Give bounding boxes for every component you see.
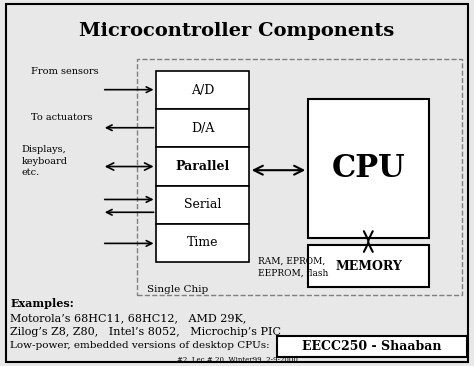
Text: Motorola’s 68HC11, 68HC12,   AMD 29K,: Motorola’s 68HC11, 68HC12, AMD 29K, xyxy=(10,313,247,324)
Bar xyxy=(156,224,249,262)
Bar xyxy=(137,59,462,295)
Text: Parallel: Parallel xyxy=(175,160,230,173)
Text: Time: Time xyxy=(187,236,219,249)
Text: A/D: A/D xyxy=(191,84,214,97)
Bar xyxy=(308,99,429,238)
Text: Displays,
keyboard
etc.: Displays, keyboard etc. xyxy=(21,145,67,178)
Text: Zilog’s Z8, Z80,   Intel’s 8052,   Microchip’s PIC: Zilog’s Z8, Z80, Intel’s 8052, Microchip… xyxy=(10,327,282,337)
Text: To actuators: To actuators xyxy=(31,113,92,122)
Text: EECC250 - Shaaban: EECC250 - Shaaban xyxy=(302,340,442,353)
Bar xyxy=(156,147,249,186)
Bar xyxy=(277,336,467,357)
Text: Microcontroller Components: Microcontroller Components xyxy=(79,22,395,40)
Text: Serial: Serial xyxy=(184,198,221,211)
Text: MEMORY: MEMORY xyxy=(335,260,402,273)
Bar xyxy=(156,109,249,147)
Text: #2  Lec # 20  Winter99  2-9-2000: #2 Lec # 20 Winter99 2-9-2000 xyxy=(176,356,298,364)
Text: Low-power, embedded versions of desktop CPUs:  e.g  Intel’s 80486: Low-power, embedded versions of desktop … xyxy=(10,341,369,350)
Bar xyxy=(156,71,249,109)
Bar xyxy=(156,186,249,224)
Text: CPU: CPU xyxy=(332,153,405,184)
Text: From sensors: From sensors xyxy=(31,67,99,76)
Text: D/A: D/A xyxy=(191,122,214,135)
Text: Examples:: Examples: xyxy=(10,298,74,309)
Bar xyxy=(308,245,429,287)
Text: Single Chip: Single Chip xyxy=(147,285,208,294)
Text: RAM, EPROM,
EEPROM, flash: RAM, EPROM, EEPROM, flash xyxy=(258,257,328,277)
